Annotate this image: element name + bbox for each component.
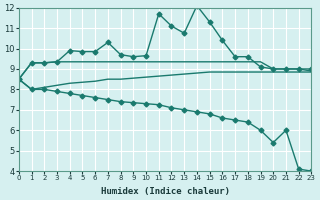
X-axis label: Humidex (Indice chaleur): Humidex (Indice chaleur): [100, 187, 230, 196]
